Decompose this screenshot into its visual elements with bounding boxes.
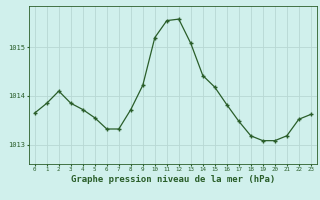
X-axis label: Graphe pression niveau de la mer (hPa): Graphe pression niveau de la mer (hPa): [71, 175, 275, 184]
